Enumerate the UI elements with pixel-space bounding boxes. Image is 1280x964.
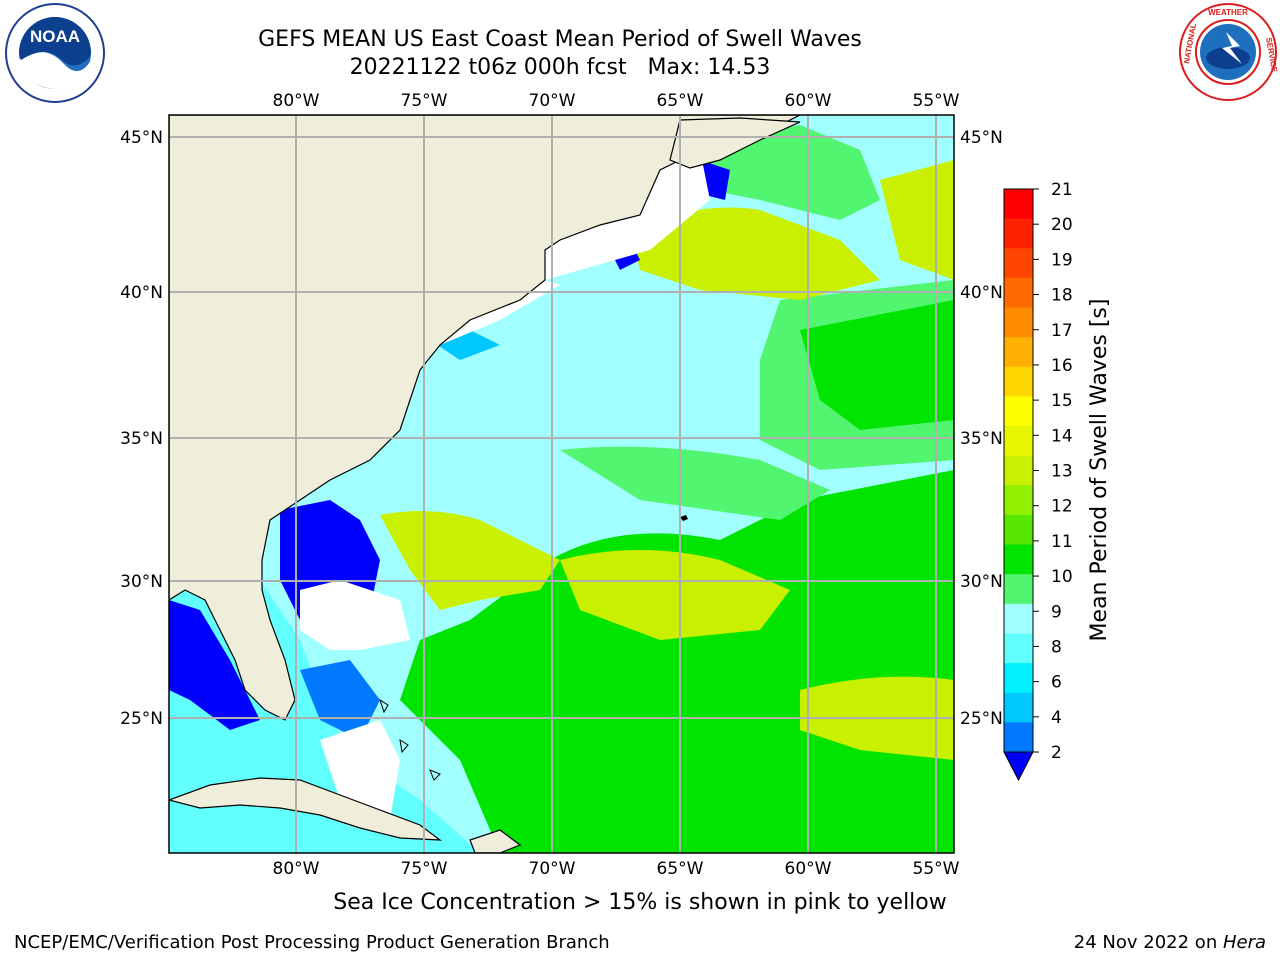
land-cuba — [169, 777, 442, 841]
colorbar-tick-label: 11 — [1051, 532, 1073, 552]
colorbar-segment — [1004, 514, 1033, 546]
lon-label: 75°W — [401, 859, 448, 879]
lon-label: 65°W — [657, 91, 704, 111]
lon-label: 75°W — [401, 91, 448, 111]
lat-label: 45°N — [960, 128, 1003, 148]
colorbar-tick-label: 21 — [1051, 180, 1073, 200]
colorbar-tick-label: 8 — [1051, 637, 1062, 657]
colorbar-segment — [1004, 574, 1033, 605]
lon-labels-top: 80°W 75°W 70°W 65°W 60°W 55°W — [273, 91, 960, 111]
colorbar-segment — [1004, 485, 1033, 516]
colorbar-segment — [1004, 663, 1033, 694]
colorbar-tick-label: 20 — [1051, 215, 1073, 235]
footer-credit: NCEP/EMC/Verification Post Processing Pr… — [14, 932, 610, 953]
lon-label: 55°W — [913, 91, 960, 111]
colorbar-label: Mean Period of Swell Waves [s] — [1087, 299, 1112, 642]
colorbar-segment — [1004, 396, 1033, 427]
colorbar-segment — [1004, 189, 1033, 220]
title-line-1: GEFS MEAN US East Coast Mean Period of S… — [258, 27, 862, 52]
lat-label: 40°N — [960, 283, 1003, 303]
colorbar-tick-label: 17 — [1051, 321, 1073, 341]
colorbar-tick-label: 12 — [1051, 497, 1073, 517]
lat-labels-right: 45°N 40°N 35°N 30°N 25°N — [960, 128, 1003, 729]
lon-label: 80°W — [273, 859, 320, 879]
svg-text:WEATHER: WEATHER — [1208, 8, 1248, 17]
colorbar — [1003, 188, 1034, 782]
colorbar-segment — [1004, 692, 1033, 723]
colorbar-segment — [1004, 248, 1033, 279]
lon-label: 60°W — [785, 859, 832, 879]
colorbar-tick-label: 16 — [1051, 356, 1073, 376]
colorbar-tick-label: 14 — [1051, 426, 1073, 446]
colorbar-tick-label: 19 — [1051, 250, 1073, 270]
lon-label: 70°W — [529, 91, 576, 111]
lon-label: 70°W — [529, 859, 576, 879]
colorbar-segment — [1004, 337, 1033, 368]
colorbar-tick-label: 10 — [1051, 567, 1073, 587]
lon-label: 65°W — [657, 859, 704, 879]
colorbar-segment — [1004, 426, 1033, 457]
lat-label: 30°N — [960, 572, 1003, 592]
colorbar-segment — [1004, 307, 1033, 338]
colorbar-tick-label: 9 — [1051, 602, 1062, 622]
colorbar-ticks: 21 20 19 18 17 16 15 14 13 12 11 10 9 8 6 4 2 — [1033, 180, 1073, 763]
colorbar-segment — [1004, 603, 1033, 634]
yellow-band-center — [560, 550, 790, 640]
sea-ice-note: Sea Ice Concentration > 15% is shown in … — [333, 890, 947, 915]
lat-label: 40°N — [120, 283, 163, 303]
lat-label: 35°N — [960, 429, 1003, 449]
map-frame — [168, 114, 955, 854]
colorbar-segment — [1004, 366, 1033, 397]
title-line-2: 20221122 t06z 000h fcst Max: 14.53 — [349, 55, 771, 80]
colorbar-tick-label: 13 — [1051, 462, 1073, 482]
lon-label: 80°W — [273, 91, 320, 111]
colorbar-segment — [1004, 277, 1033, 309]
lat-label: 30°N — [120, 572, 163, 592]
lat-labels-left: 45°N 40°N 35°N 30°N 25°N — [120, 128, 163, 729]
colorbar-segment — [1004, 633, 1033, 664]
nws-logo: WEATHER NATIONAL SERVICE — [1178, 2, 1279, 102]
green-swath — [400, 470, 954, 853]
map-plot-area — [169, 115, 954, 853]
colorbar-tick-label: 18 — [1051, 286, 1073, 306]
lat-label: 25°N — [960, 709, 1003, 729]
noaa-logo: NOAA — [4, 2, 106, 104]
footer-date: 24 Nov 2022 on Hera — [1074, 932, 1266, 953]
colorbar-under-triangle — [1003, 751, 1034, 782]
noaa-logo-text: NOAA — [30, 27, 80, 46]
colorbar-tick-label: 6 — [1051, 673, 1062, 693]
colorbar-segment — [1004, 544, 1033, 575]
lon-labels-bottom: 80°W 75°W 70°W 65°W 60°W 55°W — [273, 859, 960, 879]
colorbar-tick-label: 2 — [1051, 743, 1062, 763]
footer-machine: Hera — [1222, 932, 1266, 953]
lat-label: 45°N — [120, 128, 163, 148]
footer-date-text: 24 Nov 2022 on — [1073, 932, 1223, 953]
colorbar-tick-label: 15 — [1051, 391, 1073, 411]
lon-label: 55°W — [913, 859, 960, 879]
colorbar-segment — [1004, 722, 1033, 753]
lat-label: 35°N — [120, 429, 163, 449]
lon-label: 60°W — [785, 91, 832, 111]
map-grid — [169, 115, 954, 853]
lat-label: 25°N — [120, 709, 163, 729]
chart-title: GEFS MEAN US East Coast Mean Period of S… — [160, 26, 960, 82]
colorbar-segment — [1004, 218, 1033, 249]
colorbar-segment — [1004, 455, 1033, 486]
colorbar-tick-label: 4 — [1051, 708, 1062, 728]
